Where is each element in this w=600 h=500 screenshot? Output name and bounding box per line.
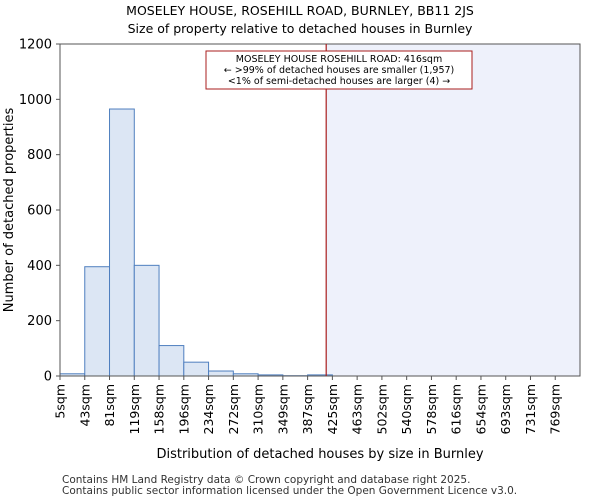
y-axis-label: Number of detached properties — [2, 108, 17, 313]
bar-43sqm — [84, 266, 111, 377]
x-tick-label-158sqm: 158sqm — [152, 384, 167, 434]
x-tick-label-731sqm: 731sqm — [523, 384, 538, 434]
x-tick-label-43sqm: 43sqm — [77, 384, 92, 427]
x-tick-label-310sqm: 310sqm — [251, 384, 266, 434]
footer-licence: Contains public sector information licen… — [62, 485, 518, 497]
x-tick-label-463sqm: 463sqm — [350, 384, 365, 434]
annotation-line-2: ← >99% of detached houses are smaller (1… — [224, 65, 455, 76]
x-tick-label-272sqm: 272sqm — [226, 384, 241, 434]
y-tick-label-600: 600 — [27, 204, 52, 219]
x-tick-label-578sqm: 578sqm — [424, 384, 439, 434]
y-tick-label-800: 800 — [27, 148, 52, 163]
y-tick-label-200: 200 — [27, 314, 52, 329]
histogram-chart: 0 200 400 600 800 1000 1200 5sqm 43sqm 81sqm 119sq… — [2, 38, 581, 462]
x-tick-label-234sqm: 234sqm — [201, 384, 216, 434]
bar-234sqm — [208, 370, 234, 377]
x-tick-label-693sqm: 693sqm — [498, 384, 513, 434]
bar-119sqm — [133, 264, 160, 377]
chart-subtitle: Size of property relative to detached ho… — [127, 21, 473, 36]
chart-title: MOSELEY HOUSE, ROSEHILL ROAD, BURNLEY, B… — [126, 3, 474, 18]
x-tick-label-654sqm: 654sqm — [473, 384, 488, 434]
highlight-region — [326, 44, 580, 376]
bar-196sqm — [183, 361, 210, 377]
annotation-line-1: MOSELEY HOUSE ROSEHILL ROAD: 416sqm — [236, 54, 442, 65]
bar-158sqm — [158, 345, 185, 377]
x-tick-label-196sqm: 196sqm — [176, 384, 191, 434]
x-tick-label-119sqm: 119sqm — [127, 384, 142, 434]
y-tick-label-1000: 1000 — [19, 93, 52, 108]
footer-copyright: Contains HM Land Registry data © Crown c… — [62, 474, 471, 486]
x-axis-label: Distribution of detached houses by size … — [156, 447, 483, 462]
x-tick-label-349sqm: 349sqm — [275, 384, 290, 434]
x-tick-label-425sqm: 425sqm — [325, 384, 340, 434]
bar-81sqm — [109, 108, 135, 377]
annotation-line-3: <1% of semi-detached houses are larger (… — [228, 76, 450, 87]
annotation-box — [205, 50, 473, 90]
x-tick-label-616sqm: 616sqm — [449, 384, 464, 434]
x-tick-label-540sqm: 540sqm — [399, 384, 414, 434]
y-tick-label-400: 400 — [27, 259, 52, 274]
x-tick-label-769sqm: 769sqm — [548, 384, 563, 434]
y-tick-label-1200: 1200 — [19, 38, 52, 53]
x-tick-label-502sqm: 502sqm — [374, 384, 389, 434]
y-tick-label-0: 0 — [44, 370, 52, 385]
x-tick-label-387sqm: 387sqm — [300, 384, 315, 434]
x-tick-label-5sqm: 5sqm — [53, 384, 68, 419]
x-tick-label-81sqm: 81sqm — [102, 384, 117, 427]
